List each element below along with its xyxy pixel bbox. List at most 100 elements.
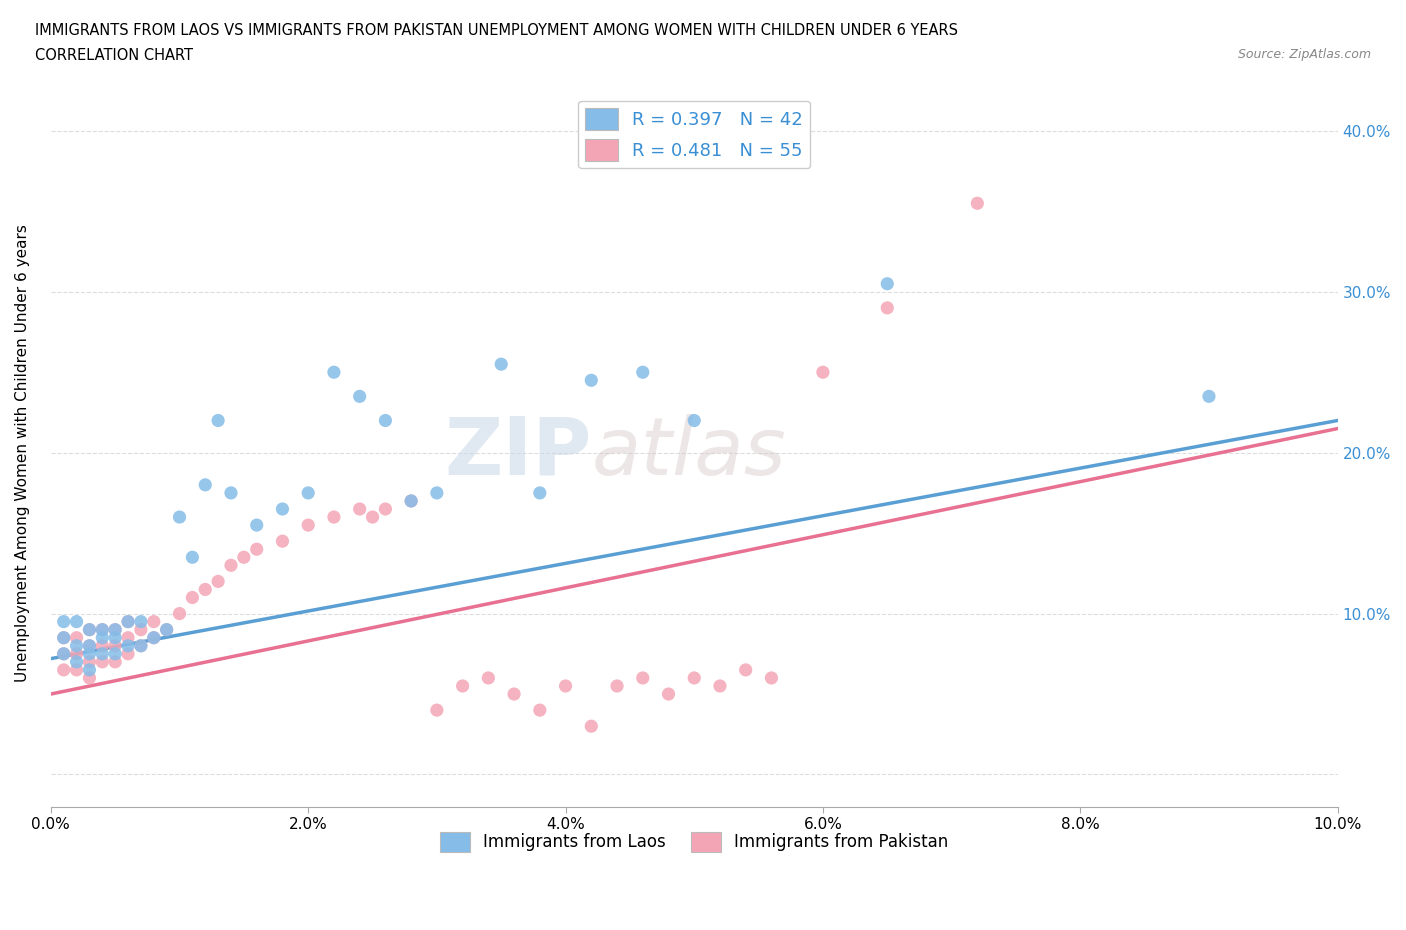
- Y-axis label: Unemployment Among Women with Children Under 6 years: Unemployment Among Women with Children U…: [15, 224, 30, 682]
- Point: [52, 646, 75, 661]
- Point: [65, 614, 87, 629]
- Point: [79, 622, 101, 637]
- Point: [129, 638, 152, 653]
- Point: [219, 485, 242, 500]
- Point: [966, 196, 988, 211]
- Point: [129, 622, 152, 637]
- Point: [876, 276, 898, 291]
- Point: [489, 357, 512, 372]
- Point: [91, 622, 114, 637]
- Point: [52, 631, 75, 645]
- Point: [349, 501, 371, 516]
- Point: [156, 622, 179, 637]
- Point: [271, 534, 294, 549]
- Point: [169, 606, 191, 621]
- Point: [65, 655, 87, 670]
- Point: [65, 631, 87, 645]
- Point: [117, 631, 139, 645]
- Point: [503, 686, 526, 701]
- Point: [79, 655, 101, 670]
- Point: [117, 646, 139, 661]
- Point: [426, 485, 449, 500]
- Point: [79, 671, 101, 685]
- Point: [117, 614, 139, 629]
- Point: [374, 413, 396, 428]
- Point: [52, 631, 75, 645]
- Point: [117, 638, 139, 653]
- Point: [529, 485, 551, 500]
- Point: [606, 679, 628, 694]
- Point: [683, 671, 706, 685]
- Point: [65, 662, 87, 677]
- Point: [426, 703, 449, 718]
- Point: [323, 510, 346, 525]
- Point: [1198, 389, 1220, 404]
- Point: [232, 550, 254, 565]
- Point: [52, 646, 75, 661]
- Point: [734, 662, 756, 677]
- Point: [142, 631, 165, 645]
- Point: [91, 622, 114, 637]
- Point: [207, 413, 229, 428]
- Point: [79, 638, 101, 653]
- Text: Source: ZipAtlas.com: Source: ZipAtlas.com: [1237, 48, 1371, 61]
- Point: [79, 662, 101, 677]
- Point: [52, 614, 75, 629]
- Point: [79, 622, 101, 637]
- Point: [219, 558, 242, 573]
- Point: [876, 300, 898, 315]
- Point: [91, 631, 114, 645]
- Point: [246, 542, 269, 557]
- Point: [709, 679, 731, 694]
- Legend: Immigrants from Laos, Immigrants from Pakistan: Immigrants from Laos, Immigrants from Pa…: [433, 825, 955, 858]
- Point: [631, 671, 654, 685]
- Point: [581, 373, 603, 388]
- Point: [451, 679, 474, 694]
- Point: [104, 638, 127, 653]
- Point: [477, 671, 499, 685]
- Point: [554, 679, 576, 694]
- Point: [529, 703, 551, 718]
- Point: [374, 501, 396, 516]
- Point: [104, 622, 127, 637]
- Point: [91, 638, 114, 653]
- Point: [169, 510, 191, 525]
- Point: [142, 631, 165, 645]
- Point: [104, 646, 127, 661]
- Point: [194, 582, 217, 597]
- Point: [91, 655, 114, 670]
- Point: [194, 477, 217, 492]
- Point: [811, 365, 834, 379]
- Point: [79, 638, 101, 653]
- Text: CORRELATION CHART: CORRELATION CHART: [35, 48, 193, 63]
- Point: [683, 413, 706, 428]
- Point: [129, 638, 152, 653]
- Point: [65, 638, 87, 653]
- Point: [129, 614, 152, 629]
- Point: [297, 485, 319, 500]
- Point: [79, 646, 101, 661]
- Point: [581, 719, 603, 734]
- Point: [399, 494, 422, 509]
- Point: [399, 494, 422, 509]
- Point: [52, 662, 75, 677]
- Point: [761, 671, 783, 685]
- Point: [142, 614, 165, 629]
- Point: [65, 646, 87, 661]
- Point: [349, 389, 371, 404]
- Point: [181, 550, 204, 565]
- Point: [323, 365, 346, 379]
- Point: [361, 510, 384, 525]
- Point: [104, 655, 127, 670]
- Point: [271, 501, 294, 516]
- Point: [104, 631, 127, 645]
- Point: [657, 686, 679, 701]
- Text: IMMIGRANTS FROM LAOS VS IMMIGRANTS FROM PAKISTAN UNEMPLOYMENT AMONG WOMEN WITH C: IMMIGRANTS FROM LAOS VS IMMIGRANTS FROM …: [35, 23, 957, 38]
- Point: [207, 574, 229, 589]
- Point: [297, 518, 319, 533]
- Point: [117, 614, 139, 629]
- Point: [91, 646, 114, 661]
- Point: [104, 622, 127, 637]
- Point: [246, 518, 269, 533]
- Text: atlas: atlas: [592, 414, 786, 492]
